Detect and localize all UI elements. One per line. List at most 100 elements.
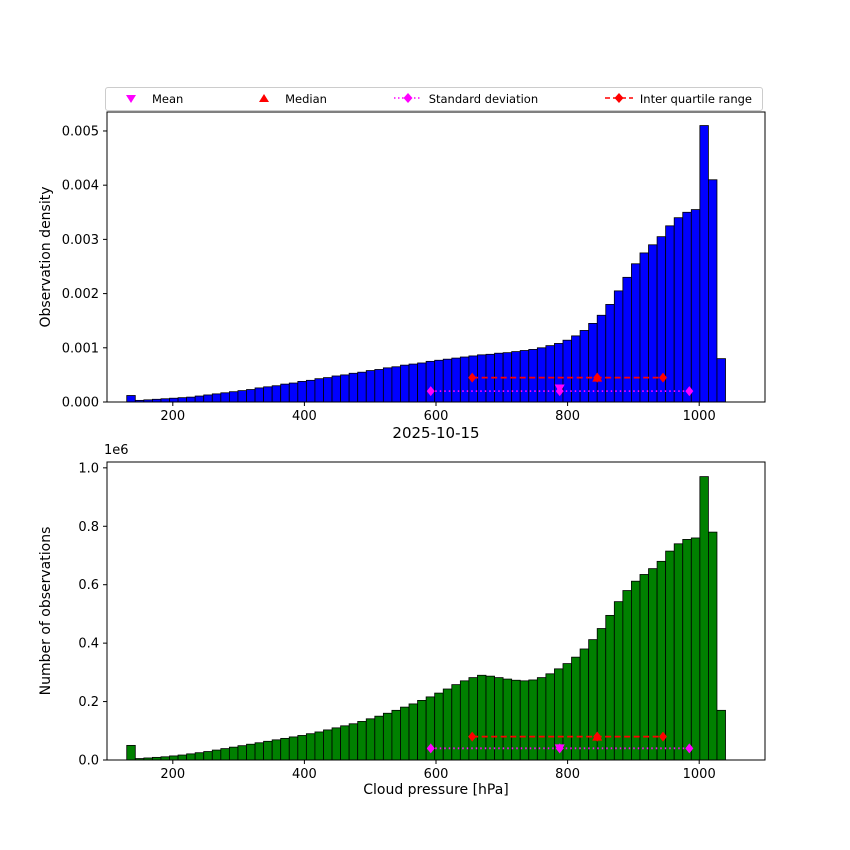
histogram-bar [288,382,299,403]
histogram-bar [348,372,359,403]
median-marker-icon [592,372,603,382]
histogram-bar [459,356,470,403]
histogram-bar [648,568,658,761]
histogram-bar [682,211,692,403]
histogram-bar [220,748,230,761]
legend-item-label: Mean [152,92,184,106]
histogram-bar [280,737,290,761]
histogram-bar [177,397,188,403]
histogram-bar [126,395,136,403]
histogram-bar [699,476,709,761]
histogram-bar [280,383,290,403]
histogram-bar [536,347,547,403]
histogram-bar [382,712,393,761]
histogram-bar [639,252,649,403]
x-tick-label: 600 [424,767,449,782]
histogram-bar [374,369,384,403]
legend-item-label: Median [285,92,327,106]
histogram-bar [400,706,410,761]
y-tick-label: 0.6 [78,578,99,593]
histogram-bar [169,755,179,761]
histogram-bar [254,742,265,761]
histogram-bar [186,396,196,403]
mean-marker-icon [554,384,565,394]
histogram-bar [314,731,324,761]
histogram-bar [571,335,581,403]
histogram-bar [708,179,718,403]
histogram-bar [237,390,247,403]
x-tick-label: 400 [292,409,317,424]
histogram-bar [194,395,205,403]
range-end-diamond-icon [426,743,435,754]
histogram-bar [528,349,538,403]
legend-item-mean: Mean [116,90,183,109]
x-tick-label: 400 [292,767,317,782]
histogram-bar [331,727,341,761]
histogram-bar [305,379,316,403]
legend-item-label: Inter quartile range [639,92,752,106]
histogram-bar [417,362,427,403]
histogram-bar [571,656,581,761]
x-tick-label: 600 [424,409,449,424]
mean-triangle-down-icon [116,90,146,109]
histogram-bar [579,648,590,761]
y-tick-label: 0.000 [62,396,99,411]
range-end-diamond-icon [468,731,477,742]
histogram-bar [237,745,247,761]
histogram-bar [434,359,444,403]
histogram-bar [408,363,418,403]
histogram-bar [365,370,376,403]
histogram-bar [194,752,205,761]
histogram-bar [211,393,222,403]
histogram-bar [220,392,230,403]
histogram-bar [314,378,324,403]
histogram-bar [400,364,410,403]
histogram-bar [588,639,598,761]
histogram-bar [442,688,453,761]
histogram-bar [357,371,367,403]
histogram-bar [228,391,239,403]
histogram-bar [708,531,718,761]
histogram-bar [690,537,701,761]
histogram-bar [391,709,401,761]
legend-item-label: Standard deviation [428,92,539,106]
histogram-bar [656,560,667,761]
histogram-bar [228,746,239,761]
x-axis-label: Cloud pressure [hPa] [363,782,509,798]
legend-item-iqr: Inter quartile range [604,90,752,109]
histogram-bar [545,345,555,403]
histogram-bar [169,397,179,403]
histogram-bar [340,725,350,761]
x-tick-label: 200 [160,409,185,424]
range-end-diamond-icon [659,372,668,383]
y-tick-label: 0.004 [62,179,99,194]
std-diamond-dotted-icon [393,90,423,109]
histogram-bar [271,385,282,403]
x-tick-label: 1000 [683,767,716,782]
y-tick-label: 0.8 [78,520,99,535]
histogram-bar [340,374,350,403]
histogram-bar [297,735,307,761]
x-tick-label: 1000 [683,409,716,424]
histogram-bar [417,700,427,761]
histogram-bar [631,580,641,761]
histogram-bar [588,322,598,403]
y-tick-label: 0.4 [78,637,99,652]
legend: Mean Median Standard deviation Inter qua… [105,87,763,111]
histogram-bar [673,543,684,761]
histogram-bar [348,723,359,761]
y-tick-label: 0.0 [78,754,99,769]
histogram-bar [271,739,282,761]
histogram-bar [186,753,196,761]
histogram-bar [323,377,333,403]
range-end-diamond-icon [685,743,694,754]
histogram-bar [305,733,316,761]
histogram-bar [716,358,726,403]
histogram-bar [263,386,273,403]
histogram-bar [605,614,615,761]
y-tick-label: 1.0 [78,461,99,476]
y-tick-label: 0.002 [62,287,99,302]
histogram-bar [622,590,632,761]
mean-marker-icon [554,744,565,754]
histogram-bar [605,304,615,403]
